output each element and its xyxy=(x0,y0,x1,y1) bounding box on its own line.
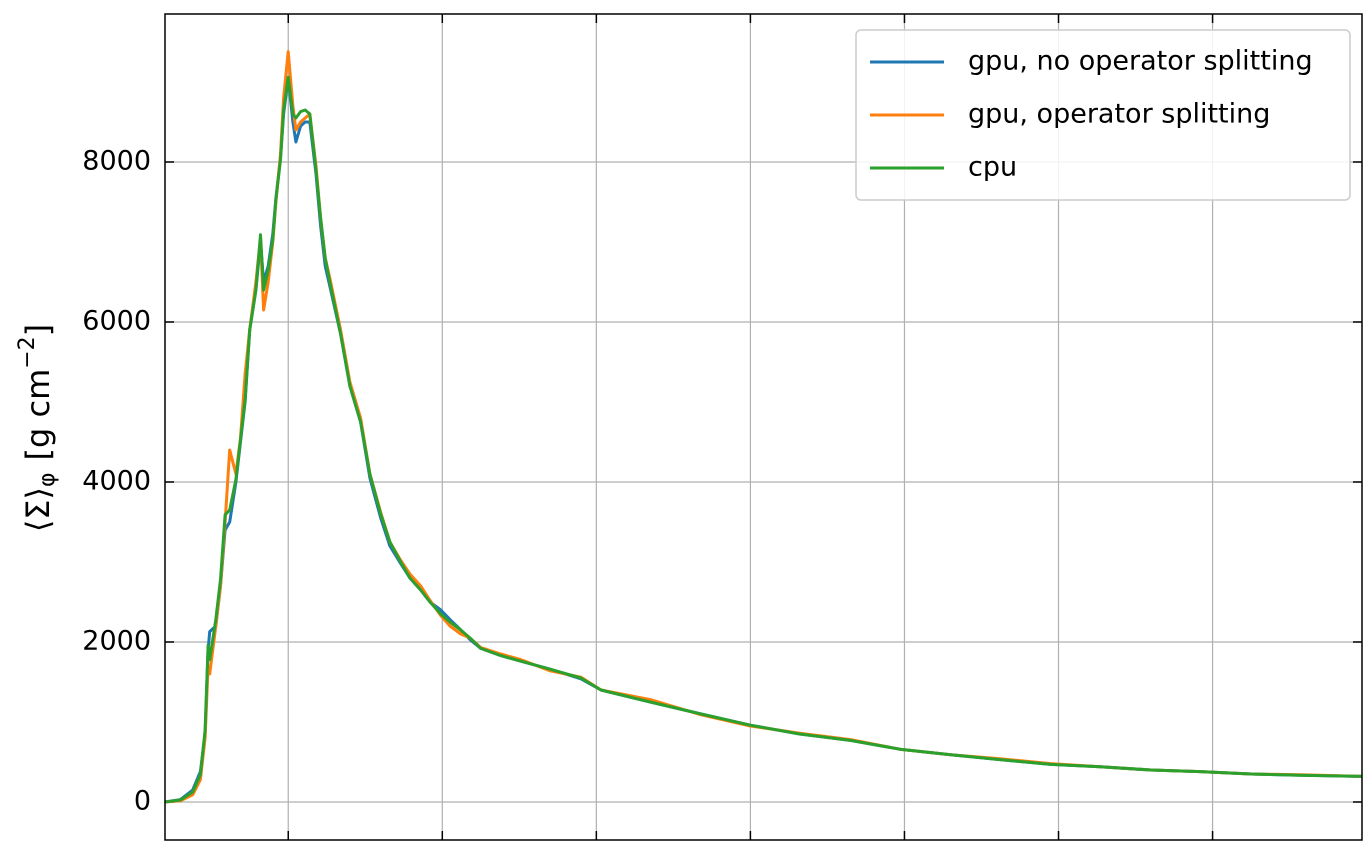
plot-frame xyxy=(164,13,1363,841)
legend: gpu, no operator splitting gpu, operator … xyxy=(855,29,1351,201)
y-label-sub: φ xyxy=(35,472,60,487)
y-tick-label: 6000 xyxy=(82,306,151,337)
y-tick-label: 0 xyxy=(134,786,151,817)
legend-label: gpu, operator splitting xyxy=(968,99,1270,130)
y-tick-label: 4000 xyxy=(82,466,151,497)
y-tick-label: 2000 xyxy=(82,626,151,657)
legend-label: cpu xyxy=(968,152,1017,183)
y-label-sup: −2 xyxy=(15,336,40,368)
legend-box xyxy=(855,29,1351,201)
y-tick-label: 8000 xyxy=(82,146,151,177)
legend-label: gpu, no operator splitting xyxy=(968,46,1313,77)
y-label-main: ⟨Σ⟩ xyxy=(19,487,57,532)
y-label-unit: [g cm xyxy=(19,369,57,461)
y-label-close: ] xyxy=(19,324,57,336)
y-axis-label: ⟨Σ⟩φ [g cm−2] xyxy=(15,324,60,532)
data-line xyxy=(164,75,1363,804)
